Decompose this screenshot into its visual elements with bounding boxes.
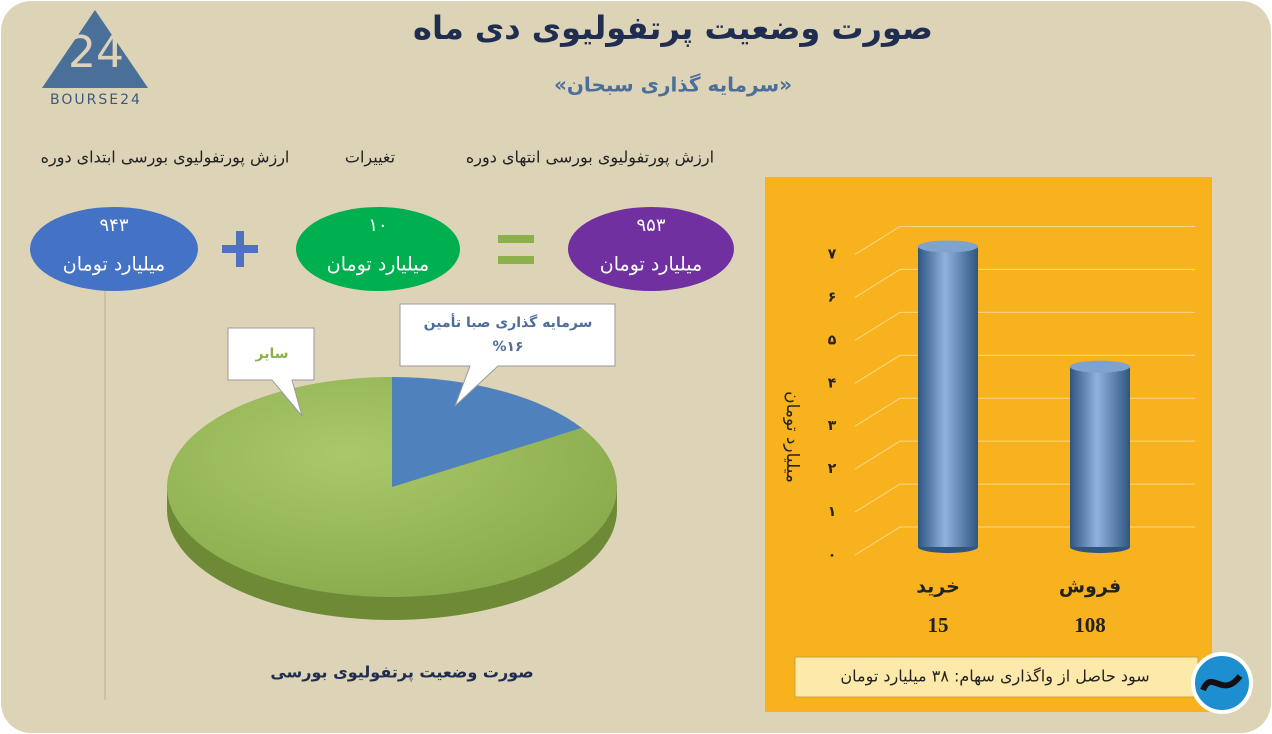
equals-sign bbox=[498, 235, 534, 243]
y-tick-label: ۶ bbox=[828, 289, 837, 305]
title: صورت وضعیت پرتفولیوی دی ماه bbox=[413, 9, 933, 47]
pie-value-label: %۱۶ bbox=[492, 339, 523, 355]
pie-slice bbox=[166, 377, 618, 597]
pie-chart bbox=[166, 377, 618, 620]
note-box bbox=[794, 656, 1199, 698]
pie-label: سرمایه گذاری صبا تأمین bbox=[424, 313, 593, 331]
bar-chart: ۰ ۱ ۲ ۳ ۴ ۵ ۶ ۷ خرید 15 فروش 108 bbox=[765, 177, 1212, 712]
start-unit: میلیارد تومان bbox=[63, 254, 165, 276]
grid-line bbox=[854, 268, 1195, 298]
y-tick-label: ۵ bbox=[828, 332, 837, 348]
end-amount: ۹۵۳ bbox=[636, 215, 665, 236]
change-amount: ۱۰ bbox=[368, 215, 387, 236]
logo-mark: 24 bbox=[68, 27, 124, 78]
start-ellipse bbox=[30, 207, 198, 291]
pie-title: صورت وضعیت پرتفولیوی بورسی bbox=[270, 663, 533, 683]
callout-other bbox=[227, 327, 315, 417]
sub-value: 108 bbox=[1074, 613, 1106, 637]
grid-line bbox=[854, 225, 1195, 255]
note: سود حاصل از واگذاری سهام: ۳۸ میلیارد توم… bbox=[840, 667, 1149, 687]
end-ellipse bbox=[568, 207, 734, 291]
equals-sign bbox=[498, 256, 534, 264]
end-unit: میلیارد تومان bbox=[600, 254, 702, 276]
y-tick-label: ۷ bbox=[828, 246, 837, 262]
bar-top bbox=[1070, 360, 1130, 373]
callouts bbox=[227, 303, 616, 417]
change-ellipse bbox=[296, 207, 460, 291]
logo-text: BOURSE24 bbox=[50, 92, 142, 108]
x-tick-label: خرید bbox=[916, 576, 960, 598]
end-label: ارزش پورتفولیوی بورسی انتهای دوره bbox=[466, 148, 714, 168]
bar-top bbox=[918, 240, 978, 253]
change-label: تغییرات bbox=[345, 148, 395, 168]
start-label: ارزش پورتفولیوی بورسی ابتدای دوره bbox=[41, 148, 290, 168]
logo: 24 BOURSE24 bbox=[42, 10, 148, 108]
logo-icon bbox=[1191, 652, 1253, 714]
grid-line bbox=[854, 354, 1195, 384]
start-amount: ۹۴۳ bbox=[99, 215, 128, 236]
pie-slice bbox=[392, 377, 582, 487]
callout-slice bbox=[399, 303, 616, 407]
plus-sign bbox=[236, 231, 244, 267]
y-axis-label: میلیارد تومان bbox=[782, 391, 802, 483]
grid-line bbox=[854, 311, 1195, 341]
y-tick-label: ۰ bbox=[828, 547, 837, 563]
y-tick-label: ۴ bbox=[828, 375, 837, 391]
y-tick-label: ۱ bbox=[828, 504, 837, 520]
subtitle: «سرمایه گذاری سبحان» bbox=[554, 73, 792, 97]
bar-panel bbox=[765, 177, 1212, 712]
bar bbox=[918, 246, 978, 547]
pie-label: سایر bbox=[255, 346, 289, 362]
logo-triangle bbox=[42, 10, 148, 88]
x-tick-label: فروش bbox=[1059, 576, 1121, 598]
bar bbox=[1070, 366, 1130, 547]
change-unit: میلیارد تومان bbox=[327, 254, 429, 276]
icon-arrow bbox=[1200, 674, 1243, 692]
y-tick-label: ۳ bbox=[828, 418, 837, 434]
sub-value: 15 bbox=[928, 613, 949, 637]
y-tick-label: ۲ bbox=[828, 461, 837, 477]
